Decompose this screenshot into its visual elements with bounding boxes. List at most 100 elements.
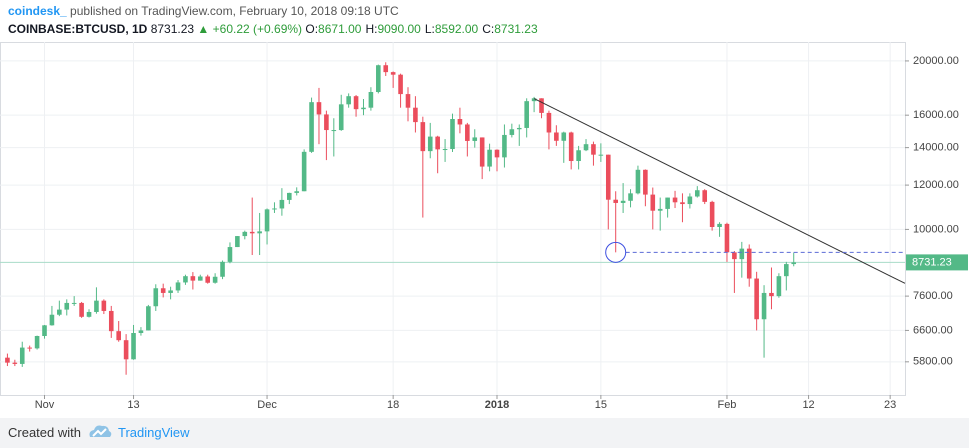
candle	[487, 143, 492, 172]
candle	[702, 189, 708, 205]
candle-body	[657, 208, 663, 211]
candle	[361, 99, 366, 116]
candle-body	[331, 130, 337, 132]
candle-body	[724, 223, 730, 253]
candle-body	[420, 122, 426, 152]
candle	[34, 335, 40, 350]
publisher[interactable]: coindesk_	[8, 4, 67, 18]
candle	[450, 113, 455, 153]
price-tag	[906, 254, 968, 271]
candle-body	[197, 276, 203, 281]
candle-body	[5, 357, 10, 363]
candle	[554, 125, 559, 146]
candle-body	[539, 98, 544, 113]
candle	[546, 110, 552, 150]
x-tick-label: 2018	[485, 399, 509, 411]
candle	[242, 230, 248, 240]
candle	[301, 149, 307, 192]
candle-body	[257, 231, 262, 234]
candle-body	[49, 314, 55, 326]
candle	[287, 192, 292, 205]
ohlc-value: 8671.00	[318, 22, 362, 36]
footer: Created with TradingView	[0, 418, 969, 448]
candle-body	[79, 302, 84, 317]
candle-body	[531, 98, 537, 102]
candle	[331, 118, 337, 157]
candle-body	[472, 137, 478, 141]
published: published on TradingView.com, February 1…	[70, 4, 399, 18]
candle-body	[680, 202, 685, 205]
y-tick-label: 14000.00	[913, 142, 959, 154]
candle	[628, 189, 633, 208]
candle-body	[279, 199, 285, 209]
candle-body	[732, 252, 737, 260]
candle-body	[390, 72, 396, 75]
candle-body	[487, 149, 492, 167]
candle-body	[19, 347, 25, 364]
candle	[709, 200, 715, 231]
candle-body	[643, 169, 648, 195]
candle-body	[301, 151, 307, 192]
candle-body	[42, 325, 47, 337]
x-tick-label: 13	[127, 399, 139, 411]
candle	[413, 96, 418, 133]
candle-body	[427, 136, 433, 152]
candle	[635, 165, 641, 195]
candle-body	[235, 236, 240, 248]
candle-body	[672, 197, 678, 203]
candle	[79, 301, 84, 318]
candle	[672, 190, 678, 209]
candle	[190, 272, 196, 290]
candle	[153, 284, 159, 311]
candle-body	[457, 118, 463, 125]
candle	[257, 212, 262, 256]
candle-body	[784, 264, 789, 277]
candle	[754, 271, 759, 331]
candle-body	[746, 248, 752, 279]
candle-body	[591, 144, 596, 155]
brand[interactable]: TradingView	[118, 425, 190, 440]
candle	[205, 274, 211, 284]
x-tick-label: Nov	[35, 399, 55, 411]
candle-body	[509, 129, 515, 135]
trendline	[533, 98, 906, 284]
candle-body	[175, 282, 181, 291]
logo[interactable]	[87, 422, 113, 442]
candle	[502, 124, 507, 168]
candle	[220, 260, 225, 280]
marker	[605, 241, 627, 263]
candle-body	[502, 134, 507, 158]
ohlc: O:8671.00 H:9090.00 L:8592.00 C:8731.23	[305, 22, 541, 36]
candle	[5, 353, 10, 367]
candle-body	[561, 132, 567, 141]
candle-body	[635, 169, 641, 194]
candle-body	[101, 300, 107, 311]
candle-body	[413, 107, 418, 123]
candle-body	[687, 196, 693, 205]
candle-body	[138, 330, 144, 334]
candle-body	[628, 193, 633, 201]
x-tick-label: Dec	[257, 399, 277, 411]
candle-body	[583, 144, 589, 151]
candle-body	[576, 150, 581, 162]
candle	[650, 187, 656, 230]
candle	[761, 285, 767, 358]
candle	[116, 321, 121, 342]
candle-body	[220, 261, 225, 277]
candle	[123, 334, 129, 375]
candle	[272, 202, 277, 213]
candle	[316, 87, 322, 145]
candle	[131, 324, 136, 360]
y-tick-label: 6600.00	[913, 324, 953, 336]
candle-body	[383, 65, 389, 73]
candle	[657, 197, 663, 231]
candle	[19, 341, 25, 367]
candle-body	[34, 336, 40, 349]
candle	[57, 300, 62, 317]
candle	[235, 236, 240, 248]
candle	[279, 188, 285, 216]
candle-body	[212, 276, 218, 283]
candle-body	[694, 190, 700, 197]
candle	[561, 131, 567, 163]
candle-body	[183, 276, 188, 283]
